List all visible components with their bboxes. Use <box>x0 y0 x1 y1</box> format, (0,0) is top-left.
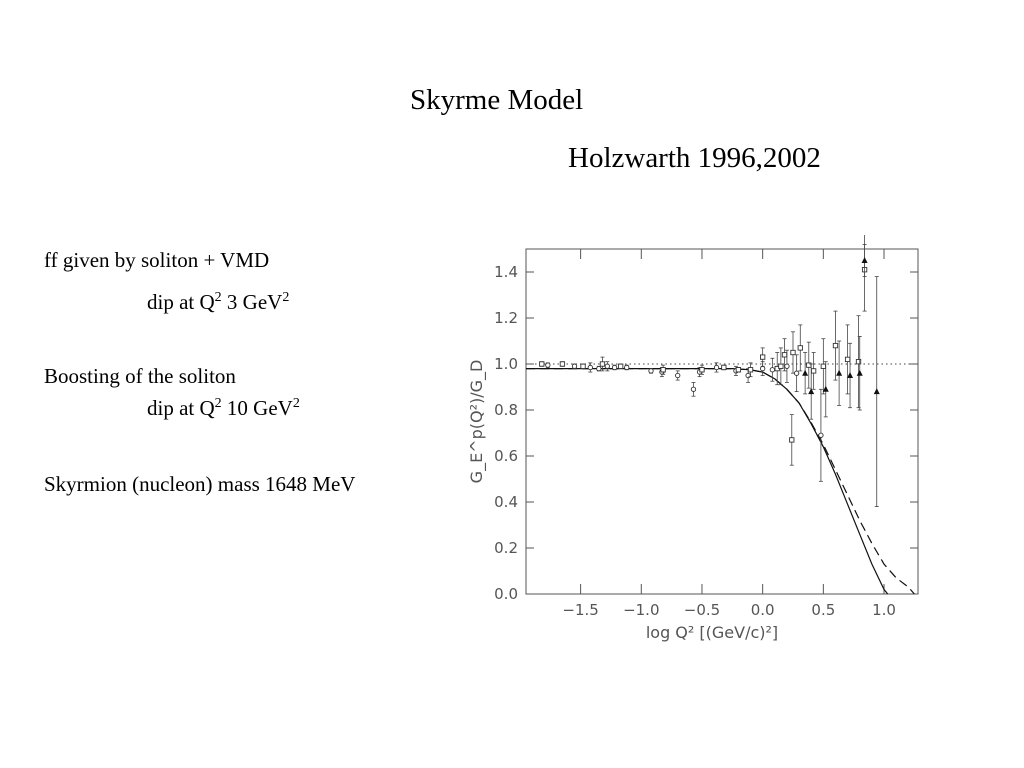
data-point-triangle <box>822 385 829 392</box>
data-point-square <box>580 363 586 369</box>
x-tick-label: −1.0 <box>623 601 659 619</box>
data-point-circle <box>611 364 618 371</box>
x-tick-label: −0.5 <box>684 601 720 619</box>
y-axis-label: G_E^p(Q²)/G_D <box>467 360 487 484</box>
x-axis-label: log Q² [(GeV/c)²] <box>646 623 778 642</box>
dip2-sup2: 2 <box>292 396 300 411</box>
data-point-square <box>699 367 705 373</box>
data-point-triangle <box>873 388 880 395</box>
data-point-square <box>789 437 795 443</box>
data-point-circle <box>596 365 602 372</box>
data-point-triangle <box>808 388 815 395</box>
dip1-sup1: 2 <box>214 290 222 305</box>
data-point-square <box>539 361 545 367</box>
text-dip-3gev: dip at Q2 3 GeV2 <box>147 290 289 315</box>
data-point-square <box>559 361 566 367</box>
data-point-circle <box>545 362 551 368</box>
data-point-square <box>599 361 606 367</box>
dip2-sup1: 2 <box>214 396 222 411</box>
data-point-square <box>735 367 742 373</box>
y-tick-label: 0.2 <box>494 539 518 557</box>
data-point-circle <box>760 365 766 372</box>
data-point-square <box>855 359 862 365</box>
data-point-square <box>760 354 766 360</box>
plot-frame <box>525 248 919 595</box>
dip2-value: 10 GeV <box>221 396 293 420</box>
data-point-circle <box>604 363 610 369</box>
data-point-circle <box>784 363 790 369</box>
data-point-triangle <box>861 257 868 263</box>
y-tick-label: 1.0 <box>494 355 518 373</box>
data-point-circle <box>690 386 697 392</box>
data-point-circle <box>818 432 824 438</box>
data-point-circle <box>769 367 776 373</box>
curve-dashed <box>526 368 915 595</box>
y-tick-label: 0.8 <box>494 401 518 419</box>
x-tick-label: 0.0 <box>751 601 775 619</box>
data-point-square <box>832 342 839 349</box>
data-point-square <box>618 363 624 369</box>
data-point-square <box>660 367 666 373</box>
data-point-circle <box>793 370 800 376</box>
dip1-value: 3 GeV <box>221 290 283 314</box>
data-point-triangle <box>836 369 843 376</box>
data-point-square <box>721 364 727 371</box>
data-point-triangle <box>847 372 854 378</box>
text-ff-given: ff given by soliton + VMD <box>44 248 270 272</box>
dip2-prefix: dip at Q <box>147 396 215 420</box>
slide-subtitle: Holzwarth 1996,2002 <box>568 142 821 174</box>
data-point-circle <box>713 364 720 371</box>
x-tick-label: −1.5 <box>562 601 598 619</box>
y-tick-label: 0.4 <box>494 493 518 511</box>
data-point-square <box>844 356 851 363</box>
dip1-prefix: dip at Q <box>147 290 215 314</box>
x-tick-label: 0.5 <box>811 601 835 619</box>
data-point-square <box>790 349 796 356</box>
data-point-triangle <box>856 369 863 376</box>
data-point-circle <box>624 364 630 371</box>
y-tick-label: 1.2 <box>494 309 518 327</box>
curve-solid <box>526 368 889 595</box>
data-point-square <box>820 363 826 369</box>
data-point-square <box>781 352 788 358</box>
data-point-square <box>810 368 817 374</box>
text-skyrmion-mass: Skyrmion (nucleon) mass 1648 MeV <box>44 472 356 496</box>
data-point-square <box>747 367 754 373</box>
y-tick-label: 0.0 <box>494 585 518 603</box>
text-dip-10gev: dip at Q2 10 GeV2 <box>147 396 300 421</box>
slide-title: Skyrme Model <box>410 84 584 116</box>
y-tick-label: 1.4 <box>494 263 518 281</box>
data-point-circle <box>571 363 578 369</box>
data-point-square <box>797 345 803 351</box>
data-point-circle <box>648 368 654 374</box>
data-point-circle <box>675 372 681 379</box>
data-point-triangle <box>802 369 809 376</box>
x-tick-label: 1.0 <box>872 601 896 619</box>
text-boosting: Boosting of the soliton <box>44 364 236 388</box>
data-point-square <box>778 363 784 369</box>
data-point-circle <box>587 364 593 371</box>
dip1-sup2: 2 <box>282 290 290 305</box>
y-tick-label: 0.6 <box>494 447 518 465</box>
form-factor-chart: −1.5 −1.0 −0.5 0.0 0.5 1.0 0.0 0.2 0.4 0.6 0.8 1.0 1… <box>467 235 919 642</box>
